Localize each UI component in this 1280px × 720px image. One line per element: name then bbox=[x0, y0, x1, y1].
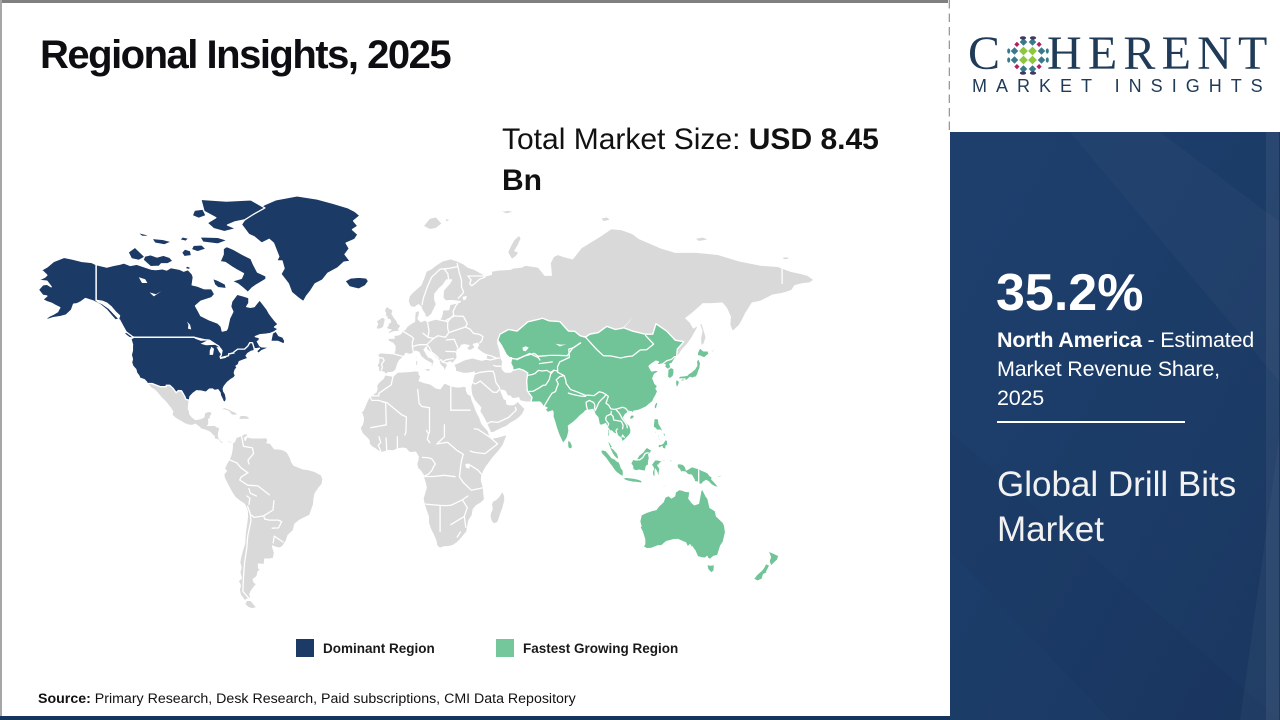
svg-text:MARKET INSIGHTS: MARKET INSIGHTS bbox=[972, 76, 1272, 96]
svg-text:HERENT: HERENT bbox=[1047, 27, 1274, 80]
svg-text:C: C bbox=[968, 27, 1002, 80]
